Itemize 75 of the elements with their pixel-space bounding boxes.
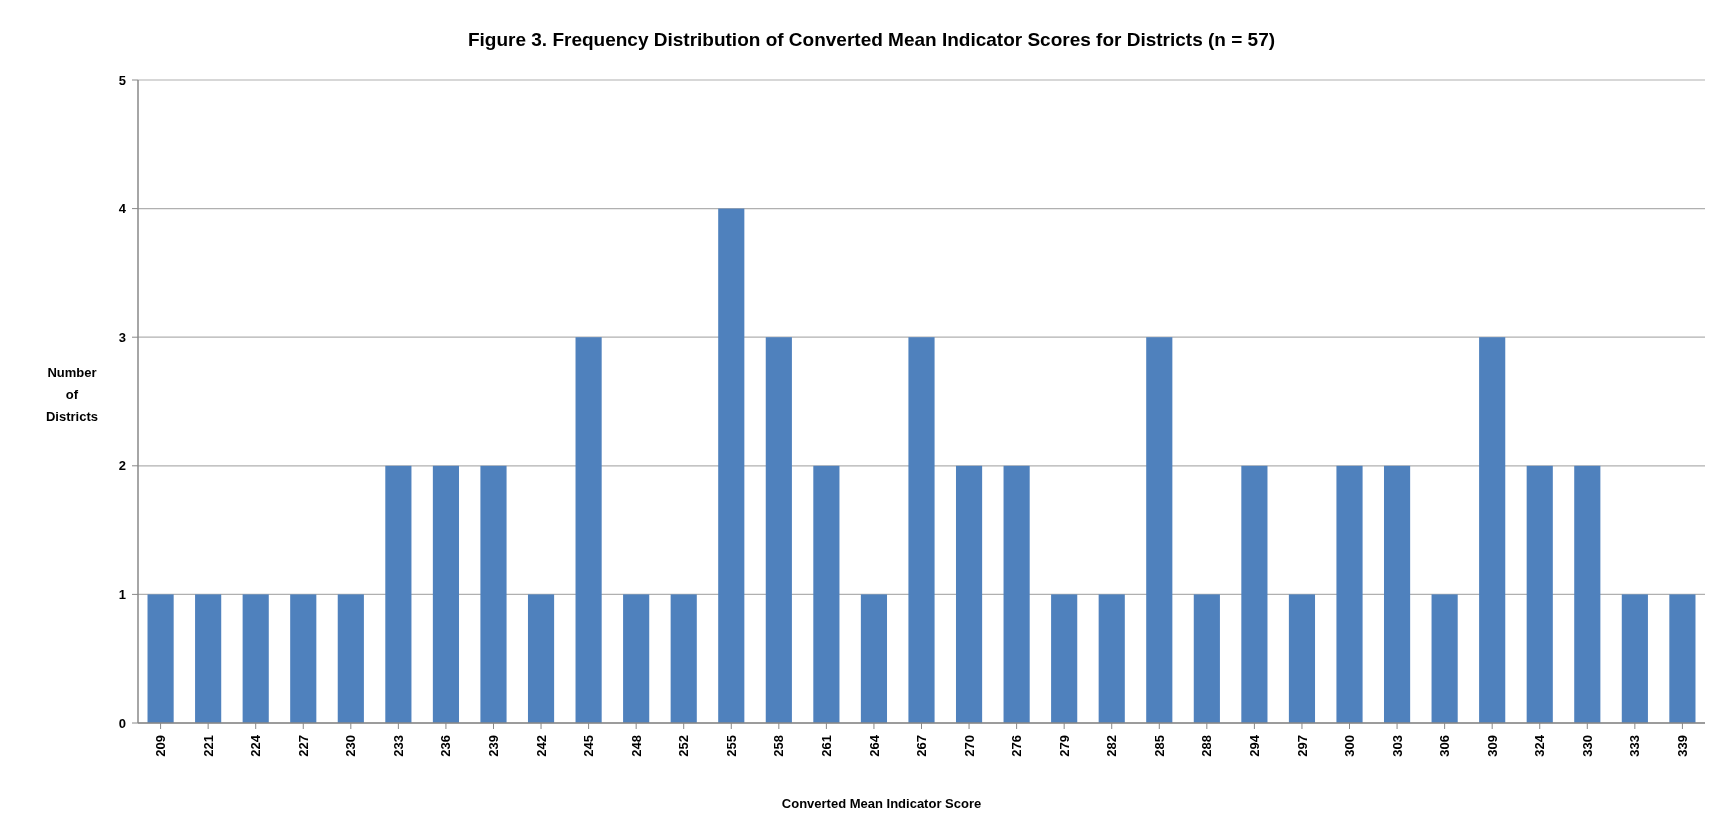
x-tick-label: 255 <box>723 735 739 757</box>
y-tick-label: 3 <box>118 329 126 345</box>
x-tick-label: 245 <box>581 735 597 757</box>
x-tick-label: 209 <box>153 735 169 757</box>
x-tick-label: 306 <box>1437 735 1453 757</box>
bar <box>1383 465 1411 723</box>
x-tick-label: 300 <box>1342 735 1358 757</box>
bar <box>385 465 412 723</box>
bar <box>1336 465 1363 723</box>
x-tick-label: 282 <box>1104 735 1120 757</box>
bar <box>1479 337 1506 723</box>
x-tick-label: 221 <box>200 735 216 757</box>
y-tick-label: 1 <box>118 586 126 602</box>
bar <box>1241 465 1268 723</box>
bar <box>432 465 460 723</box>
x-tick-label: 252 <box>676 735 692 757</box>
x-tick-label: 339 <box>1674 735 1690 757</box>
x-tick-label: 242 <box>533 735 549 757</box>
x-tick-label: 248 <box>628 735 644 757</box>
y-tick-label: 4 <box>118 201 127 217</box>
bar <box>670 594 697 723</box>
bar <box>195 594 222 723</box>
bar <box>527 594 555 723</box>
bar <box>1526 465 1553 723</box>
y-tick-label: 5 <box>118 72 126 88</box>
bar <box>908 337 935 723</box>
bar <box>1621 594 1648 723</box>
x-tick-label: 288 <box>1199 735 1215 757</box>
x-tick-label: 258 <box>771 735 787 757</box>
y-tick-label: 2 <box>118 458 126 474</box>
bar <box>337 594 364 723</box>
bar <box>860 594 888 723</box>
bar <box>1098 594 1125 723</box>
bar <box>1193 594 1220 723</box>
chart-title: Figure 3. Frequency Distribution of Converted Mean Indicator Scores for Districts (n = 57) <box>467 29 1276 50</box>
x-tick-label: 285 <box>1151 735 1167 757</box>
x-tick-label: 279 <box>1056 735 1072 757</box>
x-tick-label: 264 <box>866 734 882 757</box>
bar <box>242 594 269 723</box>
bar <box>1003 465 1030 723</box>
x-tick-label: 297 <box>1294 735 1310 757</box>
bar <box>147 594 174 723</box>
x-axis-title: Converted Mean Indicator Score <box>781 796 982 811</box>
x-tick-label: 233 <box>390 735 406 757</box>
bar <box>1051 594 1078 723</box>
x-tick-label: 224 <box>248 734 264 757</box>
x-tick-label: 261 <box>818 735 834 757</box>
bar <box>955 465 983 723</box>
bar <box>718 208 745 723</box>
bar <box>1431 594 1458 723</box>
y-tick-label: 0 <box>118 715 126 731</box>
bar <box>575 337 602 723</box>
x-tick-label: 270 <box>961 735 977 757</box>
x-tick-label: 230 <box>343 735 359 757</box>
bar <box>1669 594 1696 723</box>
bar <box>1574 465 1601 723</box>
bar <box>623 594 650 723</box>
x-tick-label: 239 <box>486 735 502 757</box>
x-tick-label: 267 <box>914 735 930 757</box>
bar <box>765 337 792 723</box>
bar <box>480 465 507 723</box>
x-tick-label: 236 <box>438 735 454 757</box>
bar <box>1288 594 1316 723</box>
x-tick-label: 227 <box>295 735 311 757</box>
bar <box>1146 337 1173 723</box>
x-tick-label: 294 <box>1246 734 1262 757</box>
x-tick-label: 324 <box>1532 734 1548 757</box>
x-tick-label: 276 <box>1009 735 1025 757</box>
bar <box>290 594 317 723</box>
x-tick-label: 330 <box>1579 735 1595 757</box>
x-tick-label: 303 <box>1389 735 1405 757</box>
bar <box>813 465 840 723</box>
x-tick-label: 309 <box>1484 735 1500 757</box>
x-tick-label: 333 <box>1627 735 1643 757</box>
y-axis-title: Number of Districts <box>45 364 99 424</box>
